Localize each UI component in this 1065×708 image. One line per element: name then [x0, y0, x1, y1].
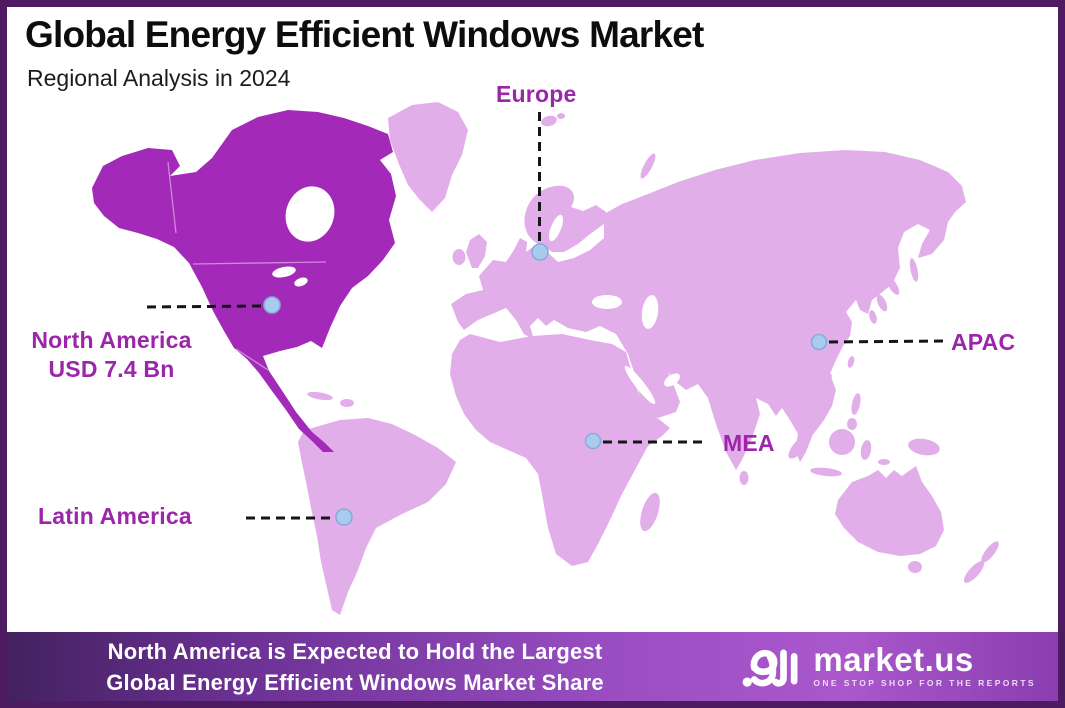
inland-seas: [272, 186, 680, 405]
marketus-logo-mark: [742, 649, 798, 687]
apac-leader-line: [828, 339, 945, 344]
north-america-label-name: North America: [31, 327, 192, 353]
latin-america-label: Latin America: [38, 503, 192, 529]
map-markers: [263, 243, 828, 526]
base-regions: [298, 102, 999, 615]
marketus-brand-tagline: ONE STOP SHOP FOR THE REPORTS: [813, 678, 1036, 688]
north-america-label: North America USD 7.4 Bn: [9, 326, 214, 384]
greenland-region: [388, 102, 468, 212]
africa-region: [450, 334, 670, 566]
page-subtitle: Regional Analysis in 2024: [27, 65, 291, 91]
mea-label: MEA: [723, 430, 775, 456]
north-america-label-value: USD 7.4 Bn: [48, 356, 175, 382]
apac-marker: [810, 333, 828, 351]
eurasia-region: [451, 150, 966, 470]
country-borders: [167, 161, 327, 371]
marketus-logo-text: market.us ONE STOP SHOP FOR THE REPORTS: [813, 641, 1036, 688]
europe-marker: [531, 243, 549, 261]
footer-banner: North America is Expected to Hold the La…: [7, 632, 1058, 701]
europe-label: Europe: [496, 81, 577, 107]
marketus-brand-name: market.us: [813, 641, 974, 678]
footer-headline: North America is Expected to Hold the La…: [7, 636, 675, 698]
footer-headline-line2: Global Energy Efficient Windows Market S…: [106, 669, 604, 695]
apac-label: APAC: [951, 329, 1016, 355]
latin-america-marker: [335, 508, 353, 526]
mea-marker: [584, 432, 602, 450]
footer-headline-line1: North America is Expected to Hold the La…: [107, 638, 603, 664]
australia-region: [835, 466, 944, 556]
north-america-marker: [263, 296, 281, 314]
marketus-logo: market.us ONE STOP SHOP FOR THE REPORTS: [741, 641, 1036, 693]
page-title: Global Energy Efficient Windows Market: [25, 14, 704, 55]
leader-lines: [146, 112, 945, 520]
north-america-leader-line: [146, 304, 262, 309]
south-america-region: [298, 418, 456, 615]
